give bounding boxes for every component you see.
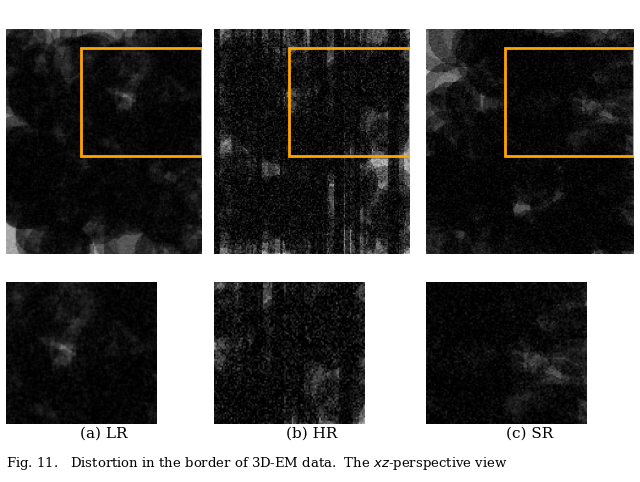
Bar	[289, 48, 410, 156]
Bar	[81, 48, 202, 156]
Bar	[506, 48, 634, 156]
Text: Fig. 11.   Distortion in the border of 3D-EM data.  The $xz$-perspective view: Fig. 11. Distortion in the border of 3D-…	[6, 455, 508, 472]
Text: (a) LR: (a) LR	[80, 427, 128, 441]
Text: (c) SR: (c) SR	[506, 427, 553, 441]
Text: (b) HR: (b) HR	[286, 427, 338, 441]
